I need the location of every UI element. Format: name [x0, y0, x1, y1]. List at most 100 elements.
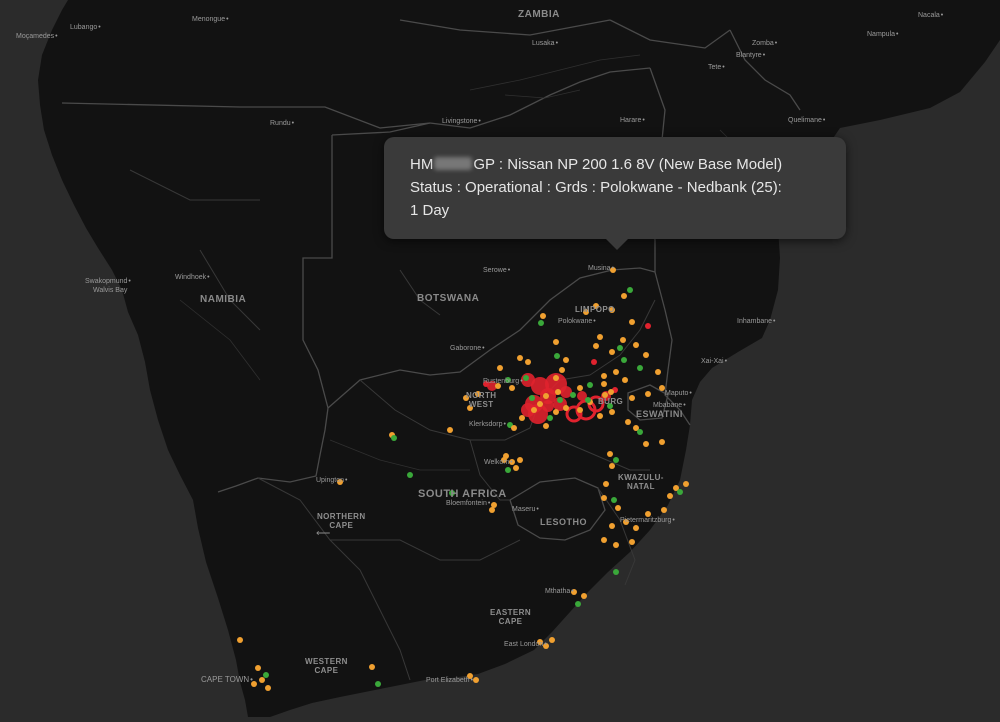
vehicle-marker-operational[interactable] — [473, 677, 479, 683]
vehicle-marker-online[interactable] — [505, 467, 511, 473]
vehicle-marker-online[interactable] — [611, 497, 617, 503]
vehicle-marker-online[interactable] — [677, 489, 683, 495]
vehicle-marker-online[interactable] — [621, 357, 627, 363]
vehicle-marker-operational[interactable] — [667, 493, 673, 499]
vehicle-marker-operational[interactable] — [609, 463, 615, 469]
vehicle-marker-operational[interactable] — [509, 385, 515, 391]
vehicle-marker-operational[interactable] — [597, 413, 603, 419]
vehicle-marker-operational[interactable] — [447, 427, 453, 433]
vehicle-marker-operational[interactable] — [655, 369, 661, 375]
vehicle-marker-online[interactable] — [449, 490, 455, 496]
vehicle-marker-operational[interactable] — [369, 664, 375, 670]
vehicle-markers[interactable] — [237, 267, 689, 691]
vehicle-marker-operational[interactable] — [629, 319, 635, 325]
vehicle-marker-operational[interactable] — [467, 405, 473, 411]
vehicle-marker-operational[interactable] — [463, 395, 469, 401]
vehicle-marker-operational[interactable] — [629, 539, 635, 545]
vehicle-marker-operational[interactable] — [613, 542, 619, 548]
vehicle-marker-operational[interactable] — [255, 665, 261, 671]
vehicle-marker-operational[interactable] — [583, 309, 589, 315]
vehicle-marker-operational[interactable] — [609, 307, 615, 313]
vehicle-marker-operational[interactable] — [673, 485, 679, 491]
vehicle-marker-operational[interactable] — [265, 685, 271, 691]
vehicle-marker-operational[interactable] — [633, 425, 639, 431]
vehicle-marker-online[interactable] — [637, 365, 643, 371]
vehicle-marker-online[interactable] — [547, 415, 553, 421]
vehicle-marker-operational[interactable] — [543, 423, 549, 429]
vehicle-marker-operational[interactable] — [683, 481, 689, 487]
vehicle-marker-operational[interactable] — [621, 293, 627, 299]
vehicle-marker-operational[interactable] — [577, 385, 583, 391]
vehicle-marker-operational[interactable] — [553, 339, 559, 345]
vehicle-marker-online[interactable] — [529, 395, 535, 401]
vehicle-marker-operational[interactable] — [517, 355, 523, 361]
vehicle-marker-online[interactable] — [554, 353, 560, 359]
vehicle-marker-operational[interactable] — [613, 369, 619, 375]
vehicle-marker-online[interactable] — [263, 672, 269, 678]
vehicle-marker-operational[interactable] — [537, 401, 543, 407]
vehicle-marker-operational[interactable] — [259, 677, 265, 683]
vehicle-marker-alert[interactable] — [645, 323, 651, 329]
vehicle-marker-operational[interactable] — [629, 395, 635, 401]
vehicle-marker-online[interactable] — [613, 457, 619, 463]
vehicle-marker-operational[interactable] — [489, 507, 495, 513]
vehicle-marker-online[interactable] — [570, 392, 576, 398]
vehicle-marker-online[interactable] — [607, 403, 613, 409]
vehicle-marker-operational[interactable] — [519, 415, 525, 421]
vehicle-marker-operational[interactable] — [601, 495, 607, 501]
vehicle-marker-operational[interactable] — [511, 425, 517, 431]
vehicle-marker-operational[interactable] — [609, 349, 615, 355]
vehicle-marker-operational[interactable] — [601, 537, 607, 543]
vehicle-marker-operational[interactable] — [597, 334, 603, 340]
vehicle-marker-operational[interactable] — [543, 393, 549, 399]
vehicle-marker-operational[interactable] — [659, 385, 665, 391]
vehicle-marker-operational[interactable] — [540, 313, 546, 319]
vehicle-marker-operational[interactable] — [593, 303, 599, 309]
vehicle-marker-operational[interactable] — [643, 352, 649, 358]
vehicle-marker-online[interactable] — [391, 435, 397, 441]
vehicle-marker-operational[interactable] — [645, 511, 651, 517]
vehicle-marker-operational[interactable] — [633, 525, 639, 531]
vehicle-marker-operational[interactable] — [525, 359, 531, 365]
vehicle-marker-online[interactable] — [617, 345, 623, 351]
vehicle-marker-operational[interactable] — [555, 389, 561, 395]
vehicle-marker-operational[interactable] — [622, 377, 628, 383]
vehicle-marker-operational[interactable] — [643, 441, 649, 447]
vehicle-marker-online[interactable] — [627, 287, 633, 293]
vehicle-marker-operational[interactable] — [607, 451, 613, 457]
vehicle-marker-operational[interactable] — [475, 391, 481, 397]
vehicle-marker-operational[interactable] — [553, 375, 559, 381]
vehicle-marker-online[interactable] — [637, 429, 643, 435]
vehicle-marker-operational[interactable] — [559, 367, 565, 373]
vehicle-marker-operational[interactable] — [581, 593, 587, 599]
vehicle-marker-operational[interactable] — [609, 523, 615, 529]
vehicle-marker-operational[interactable] — [531, 407, 537, 413]
vehicle-marker-operational[interactable] — [645, 391, 651, 397]
vehicle-marker-operational[interactable] — [601, 381, 607, 387]
vehicle-marker-online[interactable] — [585, 397, 591, 403]
vehicle-marker-operational[interactable] — [563, 405, 569, 411]
vehicle-marker-alert[interactable] — [565, 405, 583, 423]
vehicle-marker-operational[interactable] — [608, 389, 614, 395]
vehicle-marker-operational[interactable] — [603, 481, 609, 487]
vehicle-info-popup[interactable]: HM GP : Nissan NP 200 1.6 8V (New Base Mo… — [384, 137, 846, 239]
vehicle-marker-alert[interactable] — [542, 400, 554, 412]
vehicle-marker-operational[interactable] — [497, 365, 503, 371]
vehicle-marker-online[interactable] — [538, 320, 544, 326]
vehicle-marker-online[interactable] — [523, 375, 529, 381]
vehicle-marker-operational[interactable] — [609, 409, 615, 415]
vehicle-marker-operational[interactable] — [549, 637, 555, 643]
vehicle-marker-operational[interactable] — [513, 465, 519, 471]
vehicle-marker-alert[interactable] — [591, 359, 597, 365]
vehicle-marker-operational[interactable] — [553, 409, 559, 415]
vehicle-marker-online[interactable] — [407, 472, 413, 478]
vehicle-marker-operational[interactable] — [620, 337, 626, 343]
vehicle-marker-online[interactable] — [587, 382, 593, 388]
vehicle-marker-operational[interactable] — [563, 357, 569, 363]
vehicle-marker-operational[interactable] — [661, 507, 667, 513]
vehicle-marker-operational[interactable] — [601, 373, 607, 379]
vehicle-marker-operational[interactable] — [577, 407, 583, 413]
vehicle-marker-operational[interactable] — [491, 502, 497, 508]
vehicle-marker-operational[interactable] — [659, 439, 665, 445]
vehicle-marker-online[interactable] — [613, 569, 619, 575]
